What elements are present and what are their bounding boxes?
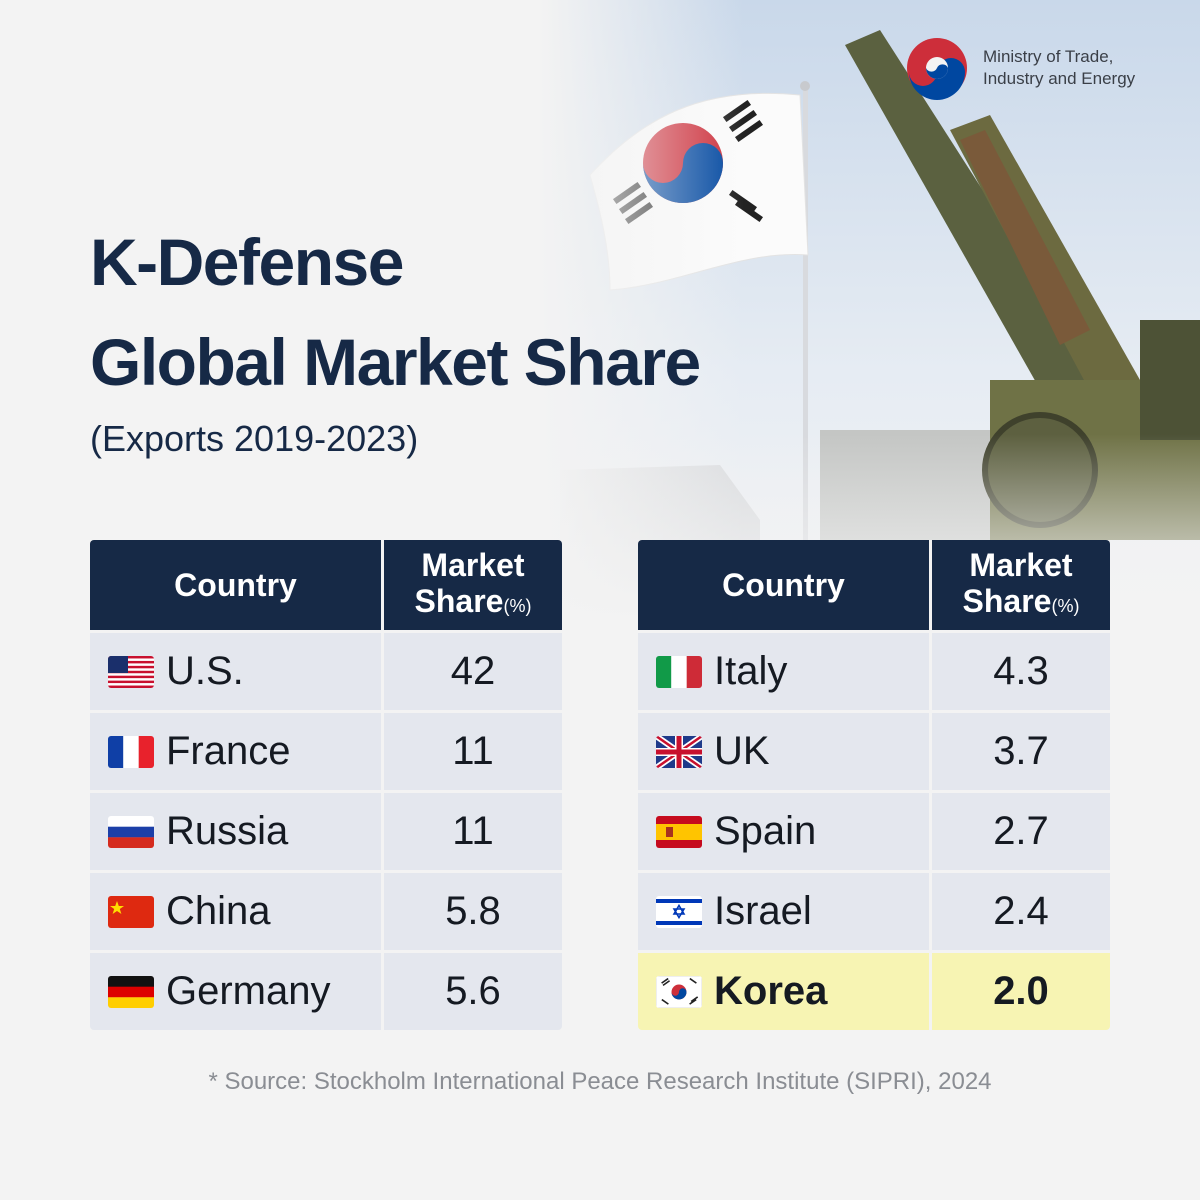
table-row: Germany 5.6 <box>90 950 562 1030</box>
market-share-value: 4.3 <box>993 649 1049 693</box>
country-cell: Israel <box>638 873 932 950</box>
market-share-value: 3.7 <box>993 729 1049 773</box>
header-market-share: Market Share(%) <box>384 540 562 630</box>
table-row: France 11 <box>90 710 562 790</box>
table-row: China 5.8 <box>90 870 562 950</box>
market-share-value: 42 <box>450 649 496 693</box>
table-header: Country Market Share(%) <box>90 540 562 630</box>
israel-flag-icon <box>656 895 702 928</box>
uk-flag-icon <box>656 735 702 768</box>
country-cell: France <box>90 713 384 790</box>
spain-flag-icon <box>656 815 702 848</box>
header-share-unit: (%) <box>503 595 532 616</box>
country-name: Korea <box>714 969 828 1013</box>
country-cell: U.S. <box>90 633 384 710</box>
china-flag-icon <box>108 895 154 928</box>
header-country: Country <box>90 540 384 630</box>
market-share-table-right: Country Market Share(%) Italy 4.3 UK 3.7 Spa… <box>638 540 1110 1030</box>
title-line1: K-Defense <box>90 225 404 299</box>
market-share-value: 2.4 <box>993 889 1049 933</box>
country-name: Russia <box>166 809 289 853</box>
background-photo <box>0 0 1200 620</box>
market-share-value: 5.6 <box>445 969 501 1013</box>
france-flag-icon <box>108 735 154 768</box>
table-row: Italy 4.3 <box>638 630 1110 710</box>
us-flag-icon <box>108 655 154 688</box>
country-name: Israel <box>714 889 812 933</box>
header-share-word: Share <box>962 582 1052 619</box>
source-note: * Source: Stockholm International Peace … <box>208 1068 992 1095</box>
country-name: UK <box>714 729 770 773</box>
table-row: U.S. 42 <box>90 630 562 710</box>
market-share-value: 11 <box>452 809 494 853</box>
title-line2: Global Market Share <box>90 325 701 399</box>
table-row: UK 3.7 <box>638 710 1110 790</box>
country-name: Italy <box>714 649 788 693</box>
header-share-line1: Market <box>969 546 1073 583</box>
taegeuk-emblem-icon <box>907 38 967 100</box>
country-cell: Germany <box>90 953 384 1030</box>
germany-flag-icon <box>108 975 154 1008</box>
country-cell: Italy <box>638 633 932 710</box>
italy-flag-icon <box>656 655 702 688</box>
header-share-unit: (%) <box>1051 595 1080 616</box>
country-cell: Russia <box>90 793 384 870</box>
table-header: Country Market Share(%) <box>638 540 1110 630</box>
country-name: Germany <box>166 969 331 1013</box>
market-share-value: 5.8 <box>445 889 501 933</box>
table-body-left: U.S. 42 France 11 Russia 11 China 5.8 Germany 5.6 <box>90 630 562 1030</box>
ministry-name-line1: Ministry of Trade, <box>983 47 1114 66</box>
russia-flag-icon <box>108 815 154 848</box>
header-share-word: Share <box>414 582 504 619</box>
page-subtitle: (Exports 2019-2023) <box>90 418 419 459</box>
header-share-line1: Market <box>421 546 525 583</box>
ministry-logo: Ministry of Trade, Industry and Energy <box>905 35 1135 101</box>
header-market-share: Market Share(%) <box>932 540 1110 630</box>
country-name: France <box>166 729 291 773</box>
market-share-table-left: Country Market Share(%) U.S. 42 France 11 Ru… <box>90 540 562 1030</box>
table-body-right: Italy 4.3 UK 3.7 Spain 2.7 Israel 2.4 Korea 2.0 <box>638 630 1110 1030</box>
market-share-value: 2.0 <box>993 969 1049 1013</box>
table-row: Spain 2.7 <box>638 790 1110 870</box>
header-share-line2: Share(%) <box>963 583 1080 624</box>
header-share-line2: Share(%) <box>415 583 532 624</box>
country-cell: Spain <box>638 793 932 870</box>
ministry-name-line2: Industry and Energy <box>983 69 1136 88</box>
header-country: Country <box>638 540 932 630</box>
table-row: Israel 2.4 <box>638 870 1110 950</box>
country-cell: UK <box>638 713 932 790</box>
country-name: China <box>166 889 271 933</box>
country-name: Spain <box>714 809 817 853</box>
korea-flag-icon <box>656 975 702 1008</box>
market-share-value: 2.7 <box>993 809 1049 853</box>
country-cell: Korea <box>638 953 932 1030</box>
country-cell: China <box>90 873 384 950</box>
market-share-value: 11 <box>452 729 494 773</box>
ministry-name: Ministry of Trade, Industry and Energy <box>983 46 1135 90</box>
table-row: Russia 11 <box>90 790 562 870</box>
country-name: U.S. <box>166 649 244 693</box>
table-row: Korea 2.0 <box>638 950 1110 1030</box>
page-title: K-Defense Global Market Share <box>90 212 701 412</box>
